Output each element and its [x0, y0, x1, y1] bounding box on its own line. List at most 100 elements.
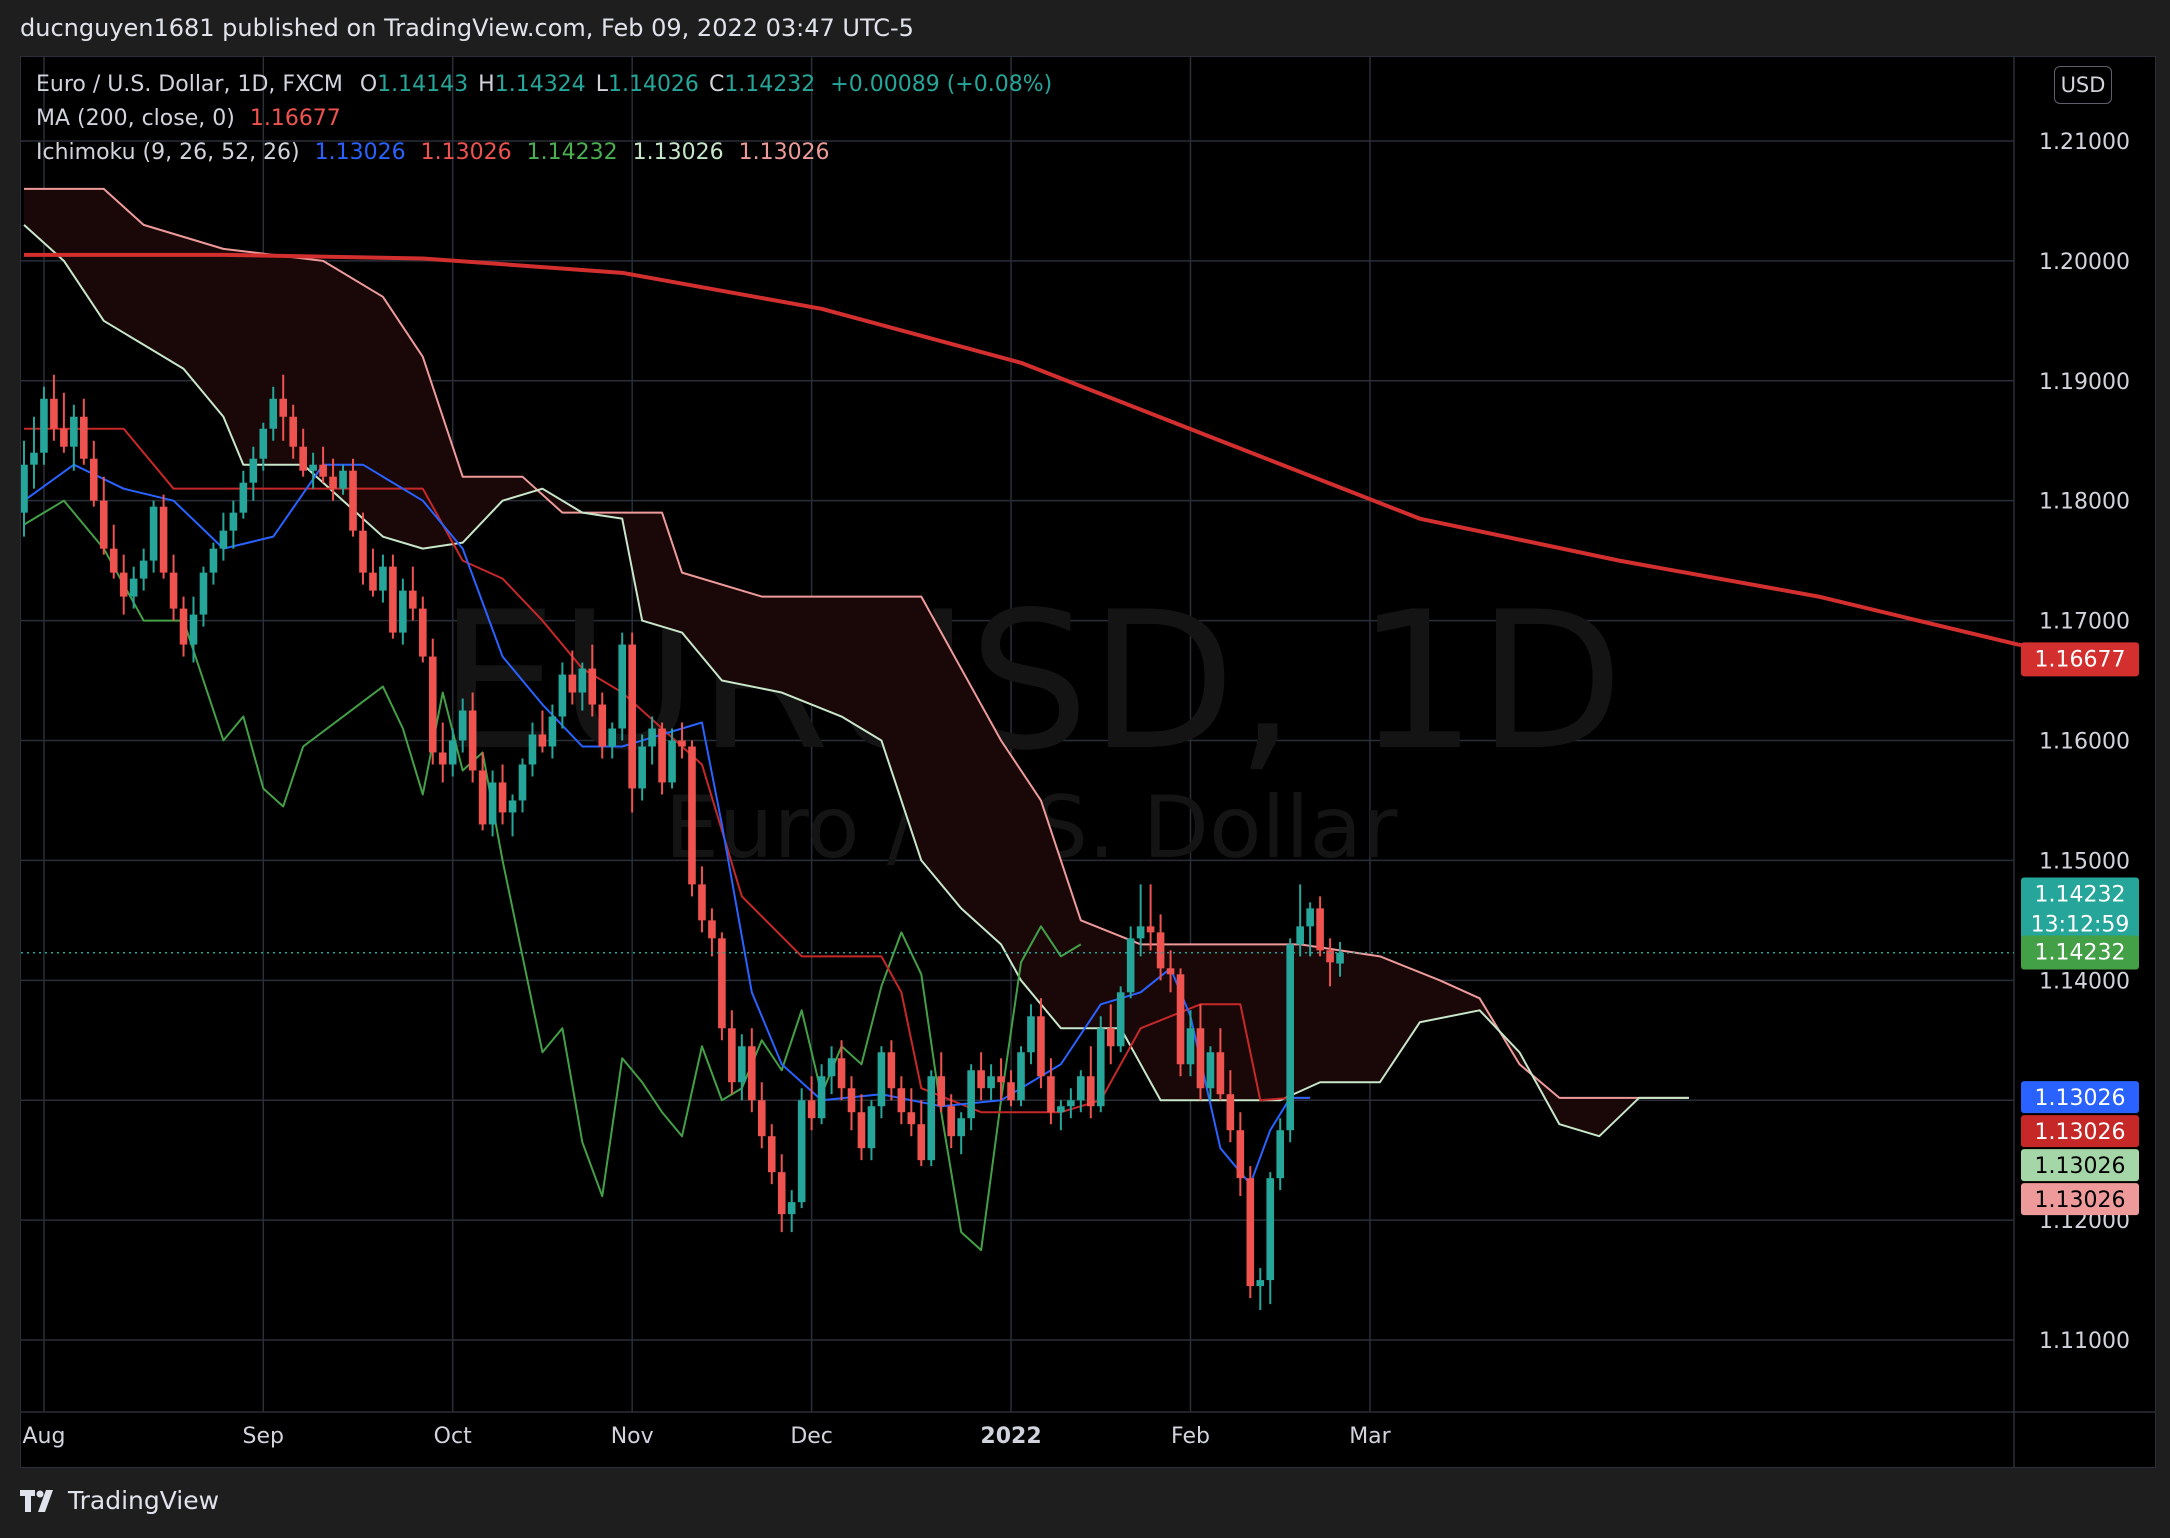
- candle-body: [99, 500, 108, 549]
- candle-body: [857, 1112, 866, 1149]
- candle-body: [129, 578, 138, 597]
- time-axis-tick-label: Oct: [434, 1424, 472, 1449]
- candle-body: [1326, 950, 1334, 963]
- candle-body: [1116, 992, 1125, 1047]
- candle-body: [89, 458, 98, 501]
- legend-change: +0.00089 (+0.08%): [830, 72, 1053, 97]
- tradingview-logo-text: TradingView: [68, 1486, 220, 1515]
- candle-body: [1047, 1076, 1055, 1113]
- candle-body: [1166, 968, 1175, 975]
- candle-body: [588, 668, 597, 705]
- candle-body: [1106, 1028, 1115, 1047]
- price-axis-tick-label: 1.20000: [2039, 250, 2130, 275]
- candle-body: [209, 548, 218, 573]
- candle-body: [1286, 944, 1294, 1131]
- candle-body: [538, 734, 547, 747]
- candle-body: [618, 644, 626, 729]
- ichimoku-span-a-line: [23, 224, 1689, 1138]
- time-axis-tick-label: Aug: [22, 1424, 65, 1449]
- candle-body: [369, 572, 377, 591]
- currency-button[interactable]: USD: [2054, 66, 2112, 104]
- candle-body: [847, 1088, 856, 1113]
- price-axis-tick-label: 1.16000: [2039, 729, 2130, 754]
- candle-body: [488, 782, 497, 825]
- legend-ichimoku-value-lagging: 1.14232: [526, 140, 618, 165]
- tradingview-logo[interactable]: TradingView: [20, 1486, 219, 1515]
- candle-body: [568, 674, 577, 693]
- watermark-symbol: EURUSD, 1D: [438, 571, 1623, 792]
- candle-body: [428, 656, 437, 753]
- price-axis-tick-label: 1.11000: [2039, 1329, 2130, 1354]
- candle-body: [1306, 908, 1314, 927]
- candle-body: [1316, 908, 1324, 951]
- candle-body: [797, 1100, 806, 1203]
- price-label-box: [2021, 1081, 2139, 1114]
- candle-body: [708, 920, 716, 939]
- candle-body: [299, 446, 307, 471]
- candle-body: [1216, 1052, 1225, 1095]
- candle-body: [658, 728, 666, 783]
- candle-body: [319, 464, 327, 477]
- candle-body: [359, 530, 367, 573]
- candle-body: [119, 572, 128, 597]
- price-axis-tick-label: 1.14000: [2039, 969, 2130, 994]
- legend-ohlc: O1.14143 H1.14324 L1.14026 C1.14232: [350, 72, 815, 97]
- legend-symbol-row: Euro / U.S. Dollar, 1D, FXCM O1.14143 H1.…: [36, 68, 1052, 102]
- legend-ohlc-value: 1.14324: [494, 72, 586, 97]
- candle-body: [668, 740, 676, 783]
- time-axis-tick-label: Mar: [1349, 1424, 1391, 1449]
- candle-body: [608, 728, 617, 747]
- candle-body: [807, 1100, 816, 1119]
- price-label-countdown: 13:12:59: [2031, 912, 2130, 937]
- chart-frame[interactable]: EURUSD, 1DEuro / U.S. Dollar1.210001.200…: [20, 56, 2156, 1468]
- price-label-value: 1.13026: [2035, 1188, 2126, 1213]
- candle-body: [1007, 1082, 1015, 1101]
- price-label-value: 1.14232: [2035, 940, 2126, 965]
- legend-ohlc-label: O: [359, 72, 378, 97]
- price-axis-tick-label: 1.19000: [2039, 370, 2130, 395]
- candle-body: [219, 530, 228, 549]
- candle-body: [528, 734, 537, 765]
- candle-body: [698, 884, 706, 921]
- candle-body: [867, 1106, 876, 1149]
- price-label-value: 1.13026: [2035, 1086, 2126, 1111]
- candle-body: [548, 716, 557, 747]
- ma200-line: [24, 252, 2118, 661]
- candle-body: [149, 506, 158, 561]
- candle-body: [917, 1124, 926, 1161]
- candle-body: [508, 800, 517, 813]
- candle-body: [289, 416, 297, 447]
- legend-ma-row: MA (200, close, 0) 1.16677: [36, 102, 1052, 136]
- candle-body: [50, 398, 58, 429]
- legend-ohlc-label: L: [595, 72, 608, 97]
- time-axis-tick-label: Nov: [611, 1424, 654, 1449]
- candle-body: [1156, 932, 1165, 969]
- candle-body: [498, 782, 507, 813]
- candlestick-chart[interactable]: EURUSD, 1DEuro / U.S. Dollar1.210001.200…: [21, 57, 2155, 1467]
- legend-ichimoku-value-span-a: 1.13026: [632, 140, 724, 165]
- candle-body: [1017, 1052, 1025, 1101]
- candle-body: [1336, 952, 1344, 964]
- candle-body: [997, 1076, 1005, 1083]
- time-axis-tick-label: Sep: [243, 1424, 284, 1449]
- price-label-box: [2021, 877, 2139, 940]
- candle-body: [169, 572, 178, 609]
- candle-body: [21, 464, 28, 513]
- candle-body: [1096, 1028, 1105, 1107]
- candle-body: [80, 416, 88, 459]
- candle-body: [628, 644, 636, 789]
- price-label-box: [2021, 642, 2139, 677]
- price-axis-tick-label: 1.17000: [2039, 610, 2130, 635]
- candle-body: [279, 398, 288, 417]
- candle-body: [419, 608, 427, 657]
- candle-body: [558, 674, 567, 717]
- candle-body: [897, 1088, 906, 1113]
- price-axis-tick-label: 1.18000: [2039, 490, 2130, 515]
- candle-body: [269, 398, 278, 429]
- candle-body: [937, 1076, 946, 1107]
- price-label-box: [2021, 1149, 2139, 1182]
- candle-body: [987, 1076, 995, 1089]
- candle-body: [468, 710, 477, 771]
- candle-body: [837, 1058, 846, 1089]
- candle-body: [239, 482, 248, 513]
